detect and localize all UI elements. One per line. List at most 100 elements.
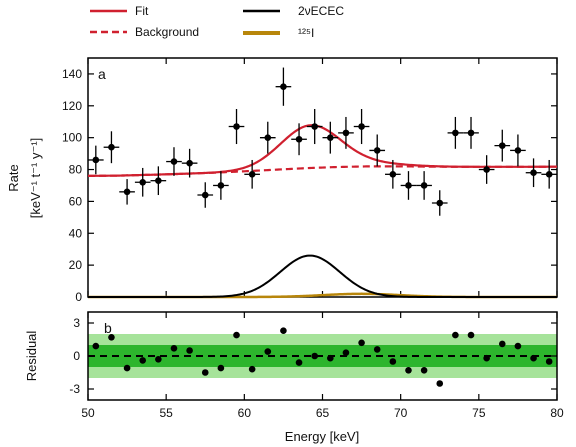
data-marker bbox=[545, 171, 553, 178]
data-point bbox=[322, 121, 339, 154]
residual-marker bbox=[311, 352, 318, 360]
data-point bbox=[259, 121, 276, 154]
data-marker bbox=[280, 83, 287, 90]
signal-curve bbox=[88, 254, 557, 298]
residual-marker bbox=[389, 358, 397, 365]
panel-top: a 0 20 40 60 80 100 120 140 bbox=[62, 57, 558, 304]
data-marker bbox=[327, 134, 334, 141]
data-marker bbox=[264, 134, 272, 141]
residual-axis-label: Residual bbox=[24, 331, 39, 382]
data-marker bbox=[498, 142, 506, 149]
residual-marker bbox=[108, 334, 115, 341]
top-y-ticks: 0 20 40 60 80 100 120 140 bbox=[62, 67, 557, 304]
bottom-y-tick-label: -3 bbox=[69, 382, 80, 396]
top-y-tick-label: 0 bbox=[75, 290, 82, 304]
data-point bbox=[525, 158, 542, 188]
data-marker bbox=[530, 169, 537, 177]
residual-marker bbox=[483, 354, 490, 362]
panel-label-b: b bbox=[104, 320, 112, 336]
residual-marker bbox=[514, 342, 522, 350]
data-point bbox=[197, 182, 214, 208]
x-tick-label: 60 bbox=[238, 406, 252, 420]
data-point bbox=[338, 116, 354, 149]
top-y-tick-label: 60 bbox=[69, 194, 83, 208]
data-point bbox=[181, 148, 198, 178]
data-marker bbox=[483, 166, 490, 173]
residual-marker bbox=[358, 339, 365, 347]
top-y-tick-label: 140 bbox=[62, 67, 82, 81]
residual-marker bbox=[405, 367, 412, 374]
y-axis-label: Rate bbox=[6, 164, 21, 191]
data-point bbox=[244, 159, 260, 189]
residual-marker bbox=[123, 364, 131, 372]
residual-marker bbox=[201, 369, 209, 376]
residual-marker bbox=[248, 365, 256, 373]
residual-marker bbox=[452, 331, 459, 339]
residual-marker bbox=[233, 331, 240, 339]
data-marker bbox=[233, 123, 240, 130]
legend-signal-label: 2νECEC bbox=[298, 4, 344, 18]
data-point bbox=[213, 171, 229, 200]
residual-marker bbox=[436, 380, 444, 387]
data-marker bbox=[217, 182, 225, 189]
data-point bbox=[150, 166, 167, 196]
data-marker bbox=[92, 156, 100, 164]
data-point bbox=[447, 116, 464, 149]
residual-marker bbox=[545, 358, 553, 365]
data-marker bbox=[155, 177, 162, 184]
top-y-tick-label: 100 bbox=[62, 131, 82, 145]
residual-marker bbox=[186, 347, 193, 354]
x-tick-label: 55 bbox=[159, 406, 173, 420]
data-marker bbox=[514, 147, 522, 154]
panel-label-a: a bbox=[98, 66, 106, 82]
residual-marker bbox=[217, 364, 225, 372]
legend-background-label: Background bbox=[135, 25, 199, 39]
top-points bbox=[88, 67, 557, 216]
data-marker bbox=[467, 129, 475, 137]
data-marker bbox=[186, 159, 193, 167]
data-marker bbox=[436, 199, 444, 207]
data-point bbox=[416, 171, 432, 200]
top-y-tick-label: 80 bbox=[69, 163, 83, 177]
top-y-tick-label: 20 bbox=[69, 258, 83, 272]
data-marker bbox=[201, 191, 209, 199]
residual-marker bbox=[170, 345, 178, 352]
residual-marker bbox=[342, 349, 350, 357]
data-point bbox=[119, 179, 135, 205]
bottom-x-ticks: 50 55 60 65 70 75 80 bbox=[81, 312, 564, 420]
residual-marker bbox=[327, 354, 334, 362]
data-point bbox=[431, 190, 448, 216]
data-point bbox=[541, 159, 557, 189]
residual-marker bbox=[530, 354, 537, 362]
fit-curve bbox=[87, 124, 557, 178]
legend-fit-label: Fit bbox=[135, 4, 149, 18]
residual-marker bbox=[467, 331, 475, 339]
residual-marker bbox=[264, 348, 272, 355]
x-axis-label: Energy [keV] bbox=[285, 429, 359, 444]
data-point bbox=[494, 129, 511, 162]
x-tick-label: 75 bbox=[472, 406, 486, 420]
data-point bbox=[478, 155, 495, 184]
x-tick-label: 70 bbox=[394, 406, 408, 420]
residual-marker bbox=[498, 340, 506, 348]
x-tick-label: 65 bbox=[316, 406, 330, 420]
data-point bbox=[228, 108, 245, 145]
data-marker bbox=[420, 182, 428, 189]
data-marker bbox=[108, 143, 115, 151]
residual-marker bbox=[420, 367, 428, 374]
data-marker bbox=[358, 123, 365, 130]
residual-marker bbox=[92, 342, 100, 350]
data-point bbox=[385, 159, 401, 189]
data-point bbox=[275, 67, 292, 106]
top-curves bbox=[87, 124, 557, 299]
x-tick-label: 50 bbox=[81, 406, 95, 420]
data-point bbox=[306, 108, 323, 145]
data-marker bbox=[139, 178, 147, 186]
data-marker bbox=[452, 129, 459, 137]
data-point bbox=[291, 123, 307, 156]
data-point bbox=[134, 167, 151, 197]
data-point bbox=[463, 116, 479, 149]
data-point bbox=[353, 108, 370, 145]
data-marker bbox=[170, 158, 178, 165]
